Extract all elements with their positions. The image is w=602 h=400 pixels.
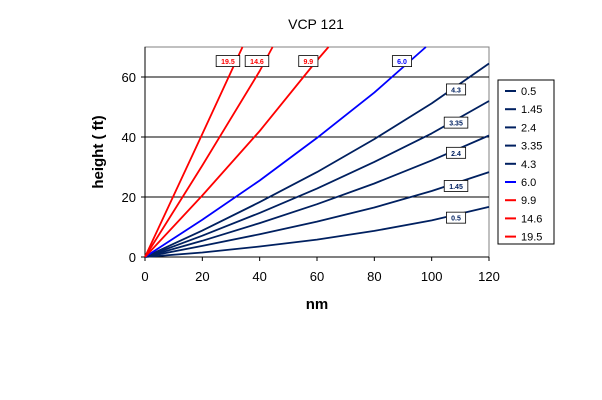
line-label-3-35: 3.35 <box>443 116 469 129</box>
line-label-19-5: 19.5 <box>215 55 241 67</box>
x-tick-label: 40 <box>252 269 266 284</box>
line-label-text: 3.35 <box>449 121 463 128</box>
series-lines <box>144 46 490 258</box>
legend-box <box>497 79 555 245</box>
x-tick-label: 20 <box>195 269 209 284</box>
x-tick-label: 80 <box>367 269 381 284</box>
line-label-text: 0.5 <box>451 216 461 223</box>
x-tick-label: 60 <box>310 269 324 284</box>
x-tick-label: 0 <box>141 269 148 284</box>
line-label-box <box>446 83 467 96</box>
legend: 0.5 1.45 2.4 3.35 4.3 6.0 9.9 14.6 19.5 <box>497 79 555 245</box>
legend-label: 4.3 <box>521 159 536 171</box>
axes: 0 20 40 60 0 20 40 60 80 100 120 <box>122 47 500 284</box>
legend-label: 1.45 <box>521 104 542 116</box>
line-label-box <box>215 55 241 67</box>
line-label-14-6: 14.6 <box>244 55 270 67</box>
x-tick-label: 120 <box>478 269 500 284</box>
y-tick-label: 20 <box>122 190 136 205</box>
line-label-text: 2.4 <box>451 151 461 158</box>
plot-area <box>144 46 490 258</box>
line-label-box <box>298 55 319 67</box>
line-label-box <box>443 116 469 129</box>
y-tick-label: 0 <box>129 250 136 265</box>
x-axis-title: nm <box>306 296 329 313</box>
line-label-box <box>446 146 467 159</box>
line-label-0-5: 0.5 <box>446 211 467 224</box>
line-label-box <box>443 180 469 192</box>
line-label-text: 19.5 <box>221 59 235 66</box>
line-label-box <box>244 55 270 67</box>
series-line-3-35 <box>144 100 490 258</box>
series-line-0-5 <box>144 206 490 258</box>
legend-label: 2.4 <box>521 122 536 134</box>
line-label-text: 4.3 <box>451 87 461 94</box>
x-tick-label: 100 <box>421 269 443 284</box>
line-label-text: 6.0 <box>397 59 407 66</box>
line-label-6-0: 6.0 <box>391 55 412 67</box>
legend-label: 19.5 <box>521 232 542 244</box>
line-label-9-9: 9.9 <box>298 55 319 67</box>
y-axis-title: height ( ft) <box>90 115 107 188</box>
series-line-4-3 <box>144 62 490 258</box>
series-line-2-4 <box>144 134 490 258</box>
y-tick-label: 40 <box>122 130 136 145</box>
chart-title: VCP 121 <box>288 16 344 32</box>
line-label-4-3: 4.3 <box>446 83 467 96</box>
line-label-2-4: 2.4 <box>446 146 467 159</box>
legend-label: 0.5 <box>521 86 536 98</box>
line-label-1-45: 1.45 <box>443 180 469 192</box>
legend-label: 9.9 <box>521 195 536 207</box>
series-line-9-9 <box>144 46 330 258</box>
line-label-box <box>446 211 467 224</box>
legend-label: 14.6 <box>521 213 542 225</box>
line-label-text: 9.9 <box>303 59 313 66</box>
legend-label: 3.35 <box>521 141 542 153</box>
y-tick-label: 60 <box>122 70 136 85</box>
series-line-1-45 <box>144 171 490 258</box>
line-labels: 0.5 1.45 2.4 3.35 4.3 6.0 9.9 14.6 19.5 <box>215 55 469 224</box>
line-label-box <box>391 55 412 67</box>
series-line-19-5 <box>144 46 244 258</box>
series-line-6-0 <box>144 46 427 258</box>
line-label-text: 1.45 <box>449 184 463 191</box>
line-label-text: 14.6 <box>250 59 264 66</box>
legend-label: 6.0 <box>521 177 536 189</box>
